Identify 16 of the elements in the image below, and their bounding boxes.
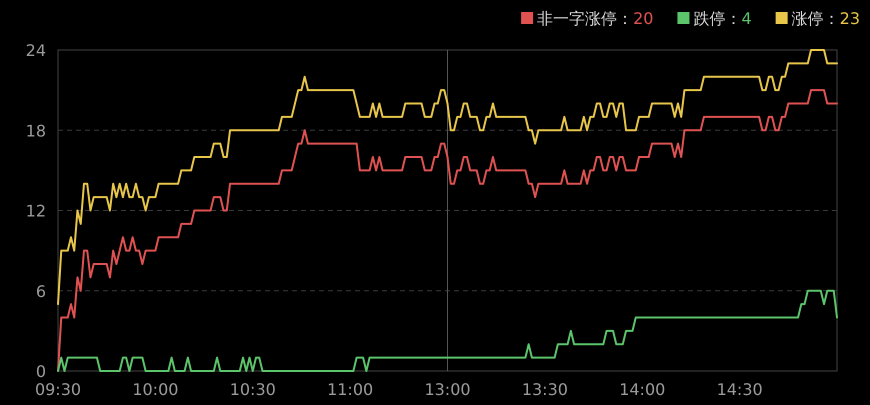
y-tick-label: 24 <box>26 41 46 60</box>
y-tick-label: 12 <box>26 202 46 220</box>
x-tick-label: 10:30 <box>230 380 276 399</box>
legend-label: 非一字涨停：20 <box>537 9 654 28</box>
x-tick-label: 14:00 <box>619 380 666 399</box>
x-tick-label: 13:00 <box>424 380 471 399</box>
y-tick-label: 0 <box>36 362 46 381</box>
y-tick-label: 18 <box>26 121 46 140</box>
x-tick-label: 09:30 <box>34 380 82 399</box>
x-tick-label: 11:00 <box>327 380 374 399</box>
y-tick-label: 6 <box>36 282 46 301</box>
x-tick-label: 10:00 <box>132 380 178 399</box>
legend-label: 涨停：23 <box>792 9 860 28</box>
legend-label: 跌停：4 <box>693 9 752 28</box>
x-tick-label: 14:30 <box>716 380 763 399</box>
x-tick-label: 13:30 <box>522 380 568 399</box>
